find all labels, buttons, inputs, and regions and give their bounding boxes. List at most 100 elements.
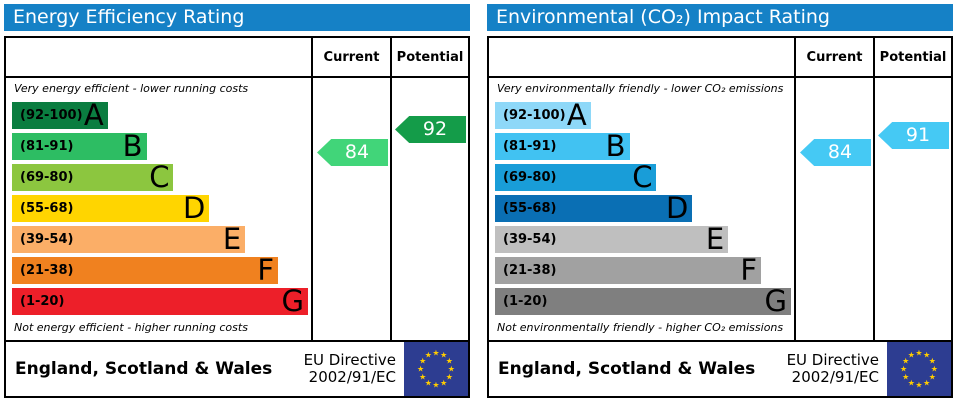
band-bar: (69-80) C	[12, 160, 174, 194]
eu-directive-line2: 2002/91/EC	[791, 368, 879, 386]
panel-title: Environmental (CO₂) Impact Rating	[487, 4, 953, 31]
band-letter: A	[83, 98, 104, 132]
band-bar: (55-68) D	[495, 191, 693, 225]
flag-star: ★	[928, 356, 936, 366]
band-letter: B	[605, 129, 626, 163]
band-letter: E	[705, 222, 725, 256]
band-row-g: (1-20) G	[495, 284, 794, 318]
bands-column: Very energy efficient - lower running co…	[6, 78, 311, 340]
band-bar: (92-100) A	[12, 98, 108, 132]
current-rating-column: 84	[311, 78, 390, 340]
potential-column-header: Potential	[873, 38, 951, 76]
eu-directive-line2: 2002/91/EC	[308, 368, 396, 386]
current-rating-value: 84	[344, 141, 370, 163]
band-range-label: (69-80)	[20, 170, 74, 185]
band-range-label: (55-68)	[20, 201, 74, 216]
flag-star: ★	[432, 380, 440, 390]
flag-star: ★	[907, 350, 915, 360]
band-range-label: (21-38)	[503, 263, 557, 278]
band-letter: F	[257, 253, 275, 287]
flag-star: ★	[424, 378, 432, 388]
band-letter: G	[764, 284, 787, 318]
band-row-d: (55-68) D	[495, 191, 794, 225]
band-bar: (21-38) F	[12, 253, 279, 287]
band-letter: B	[122, 129, 143, 163]
band-range-label: (92-100)	[20, 108, 83, 123]
current-column-header: Current	[794, 38, 873, 76]
header-spacer	[489, 38, 794, 76]
rating-table: Current Potential Very energy efficient …	[4, 36, 470, 398]
region-label: England, Scotland & Wales	[15, 359, 273, 379]
band-letter: E	[222, 222, 242, 256]
bottom-note: Not environmentally friendly - higher CO…	[497, 321, 784, 334]
flag-star: ★	[915, 348, 923, 358]
current-rating-column: 84	[794, 78, 873, 340]
band-row-c: (69-80) C	[12, 160, 311, 194]
band-row-f: (21-38) F	[12, 253, 311, 287]
eu-flag: ★ ★ ★ ★ ★ ★ ★ ★ ★ ★ ★ ★	[887, 342, 951, 396]
band-letter: A	[566, 98, 587, 132]
band-row-b: (81-91) B	[12, 129, 311, 163]
band-bar: (39-54) E	[12, 222, 246, 256]
top-note: Very energy efficient - lower running co…	[14, 82, 249, 95]
current-column-header: Current	[311, 38, 390, 76]
flag-star: ★	[923, 350, 931, 360]
potential-column-header: Potential	[390, 38, 468, 76]
band-bar: (39-54) E	[495, 222, 729, 256]
eu-directive-line1: EU Directive	[786, 350, 879, 369]
band-range-label: (39-54)	[20, 232, 74, 247]
band-row-e: (39-54) E	[12, 222, 311, 256]
energy-efficiency-panel: Energy Efficiency Rating Current Potenti…	[4, 4, 470, 398]
band-letter: F	[740, 253, 758, 287]
environmental-impact-panel: Environmental (CO₂) Impact Rating Curren…	[487, 4, 953, 398]
band-letter: C	[632, 160, 653, 194]
band-range-label: (81-91)	[20, 139, 74, 154]
chart-area: Very environmentally friendly - lower CO…	[489, 78, 951, 340]
flag-star: ★	[902, 372, 910, 382]
potential-rating-column: 91	[873, 78, 951, 340]
table-footer-row: England, Scotland & Wales EU Directive 2…	[489, 340, 951, 396]
flag-star: ★	[432, 348, 440, 358]
flag-star: ★	[907, 378, 915, 388]
band-range-label: (21-38)	[20, 263, 74, 278]
band-range-label: (55-68)	[503, 201, 557, 216]
header-spacer	[6, 38, 311, 76]
bottom-note: Not energy efficient - higher running co…	[14, 321, 248, 334]
flag-star: ★	[902, 356, 910, 366]
bands-container: (92-100) A (81-91) B (69-80) C (55-68) D (39-54)…	[12, 98, 311, 318]
band-bar: (55-68) D	[12, 194, 210, 223]
current-rating-arrow: 84	[800, 139, 871, 166]
region-label: England, Scotland & Wales	[498, 359, 756, 379]
band-bar: (81-91) B	[495, 129, 630, 163]
band-range-label: (92-100)	[503, 108, 566, 123]
flag-star: ★	[447, 364, 455, 374]
band-row-a: (92-100) A	[12, 98, 311, 132]
panel-title: Energy Efficiency Rating	[4, 4, 470, 31]
flag-star: ★	[930, 364, 938, 374]
band-bar: (1-20) G	[12, 284, 308, 318]
flag-star: ★	[923, 378, 931, 388]
band-letter: D	[665, 191, 689, 225]
band-bar: (1-20) G	[495, 284, 791, 318]
band-range-label: (1-20)	[20, 294, 65, 309]
band-row-g: (1-20) G	[12, 284, 311, 318]
bands-column: Very environmentally friendly - lower CO…	[489, 78, 794, 340]
bands-container: (92-100) A (81-91) B (69-80) C (55-68) D (39-54)…	[495, 98, 794, 318]
band-bar: (21-38) F	[495, 253, 762, 287]
eu-flag: ★ ★ ★ ★ ★ ★ ★ ★ ★ ★ ★ ★	[404, 342, 468, 396]
table-header-row: Current Potential	[6, 38, 468, 78]
flag-star: ★	[928, 372, 936, 382]
potential-rating-value: 91	[905, 124, 931, 146]
band-row-a: (92-100) A	[495, 98, 794, 132]
band-bar: (81-91) B	[12, 129, 147, 163]
flag-star: ★	[445, 372, 453, 382]
eu-directive-label: EU Directive 2002/91/EC	[304, 351, 396, 387]
band-range-label: (81-91)	[503, 139, 557, 154]
top-note: Very environmentally friendly - lower CO…	[497, 82, 784, 95]
potential-rating-arrow: 91	[878, 122, 949, 149]
band-bar: (69-80) C	[495, 160, 657, 194]
band-letter: C	[149, 160, 170, 194]
band-letter: G	[281, 284, 304, 318]
band-bar: (92-100) A	[495, 98, 591, 132]
